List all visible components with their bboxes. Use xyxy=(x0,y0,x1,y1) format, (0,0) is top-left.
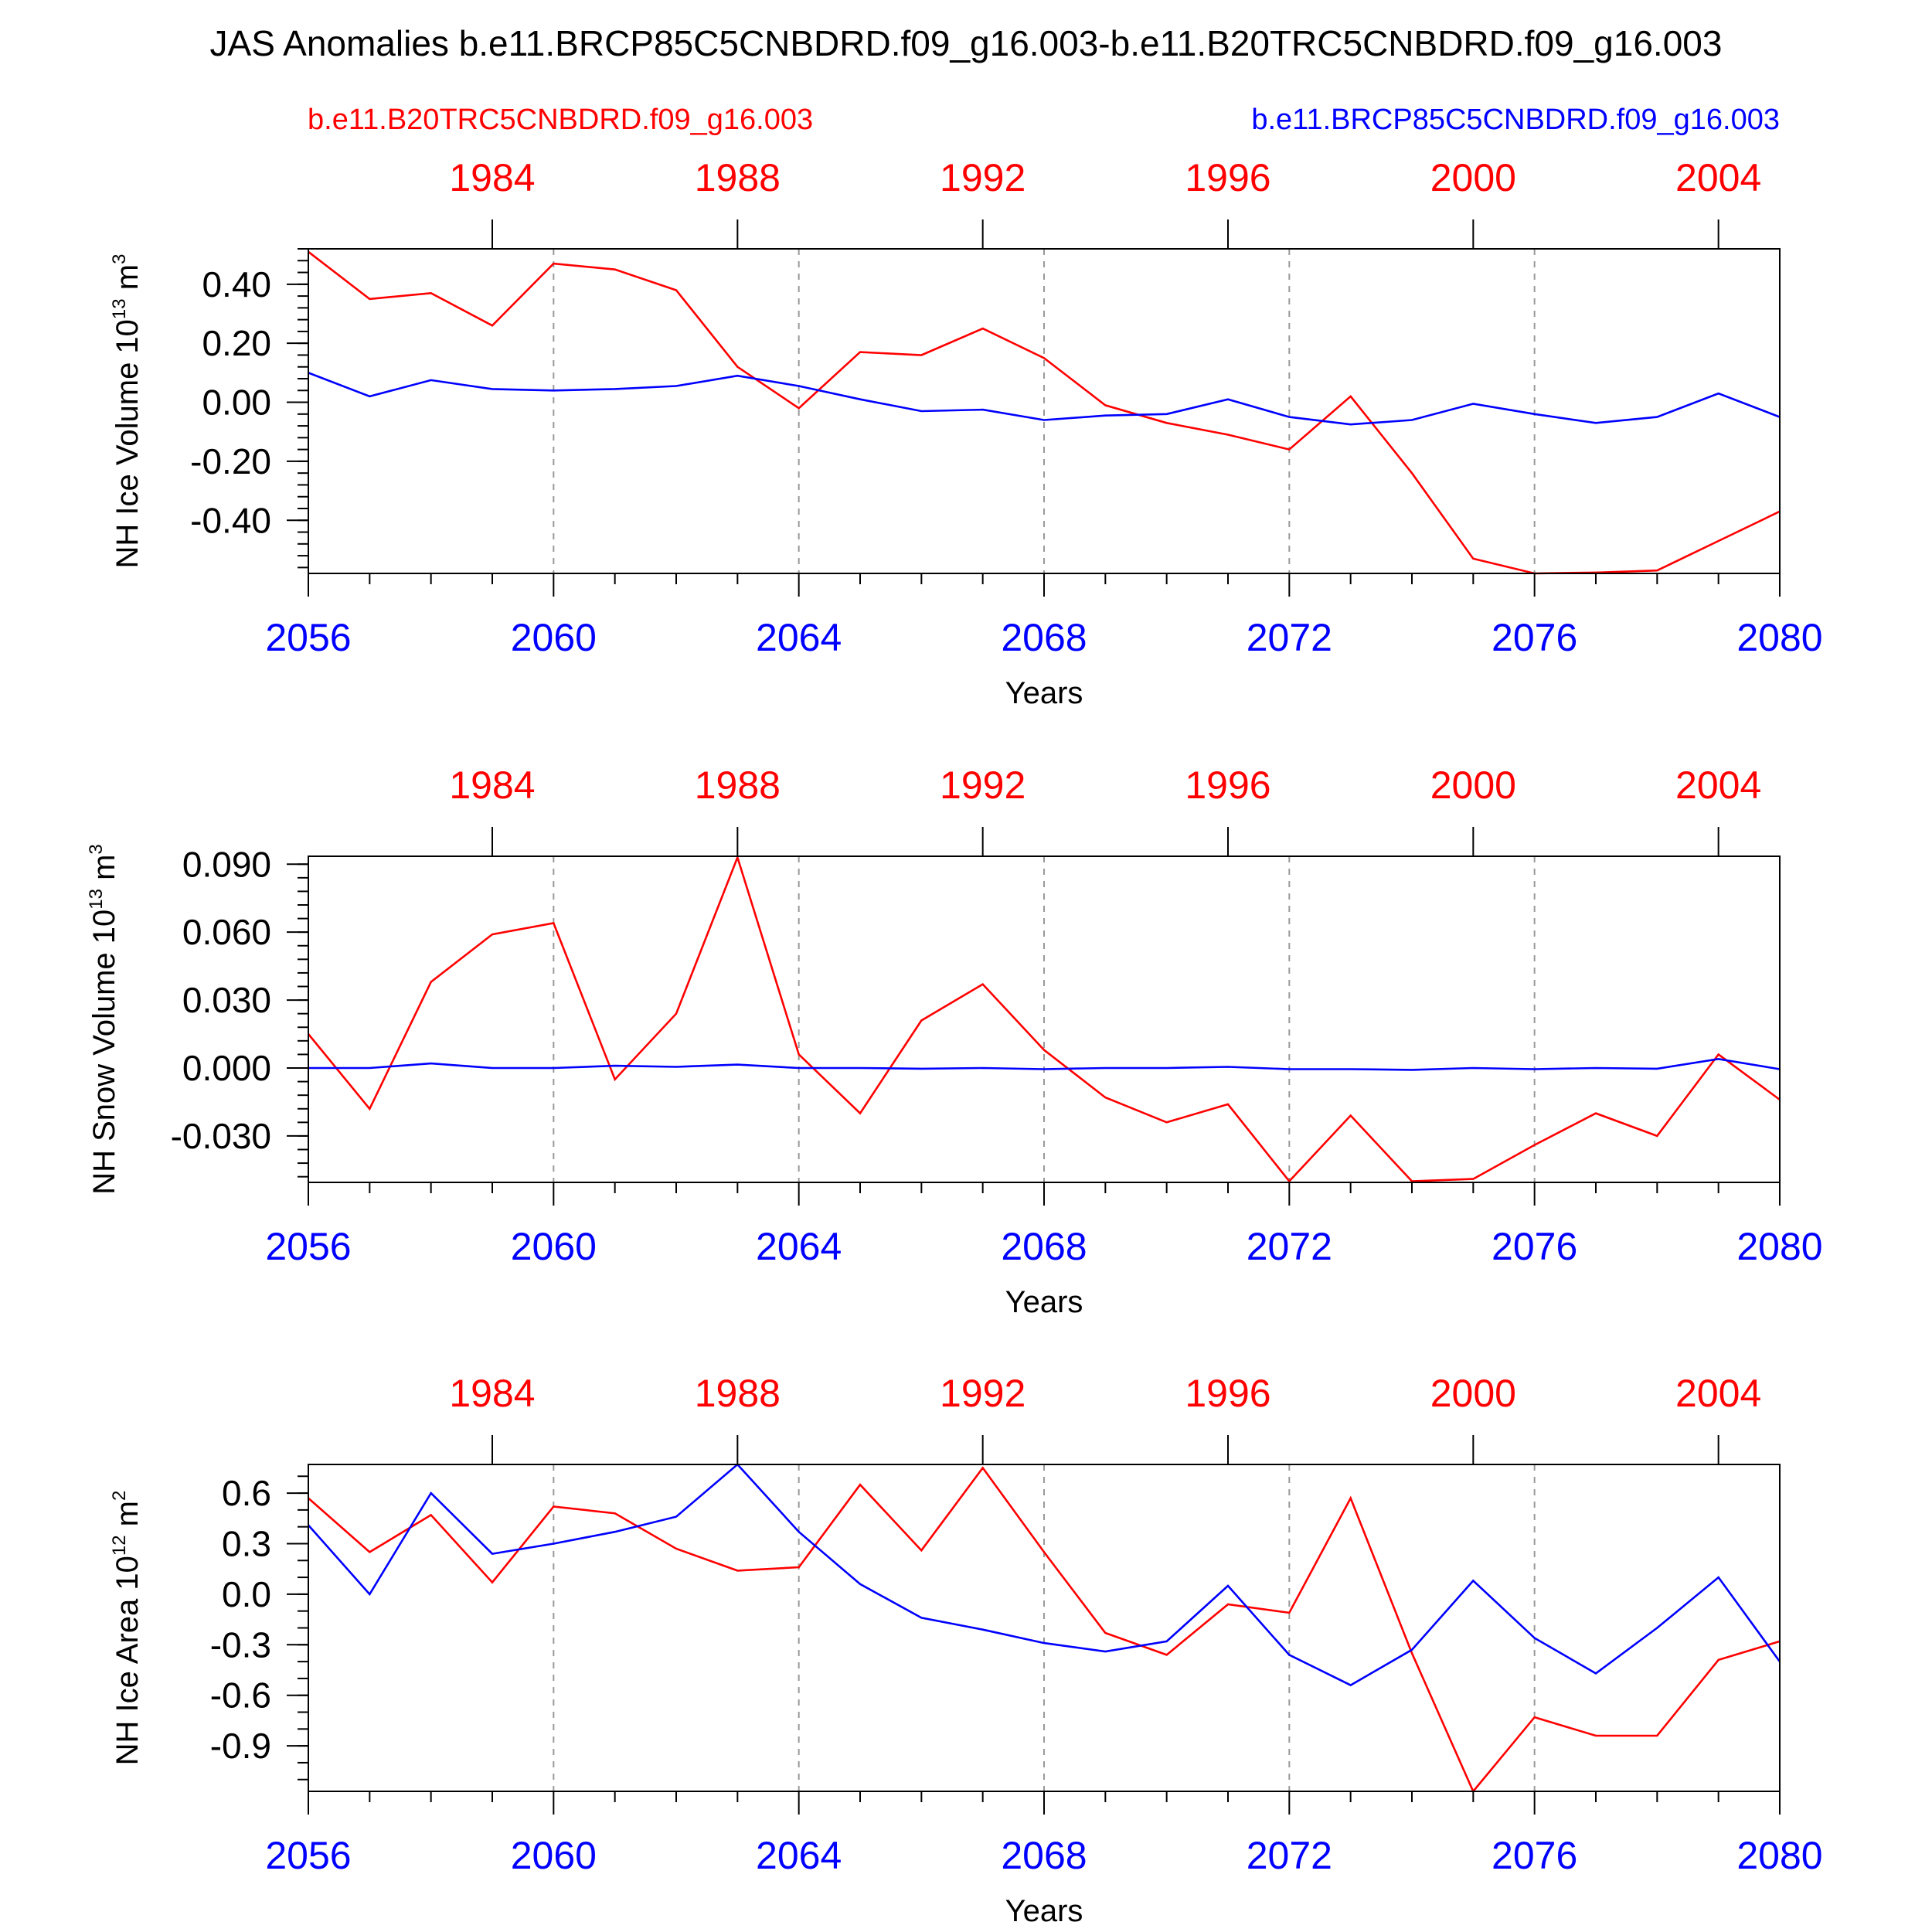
x-tick-label: 2056 xyxy=(265,1225,351,1268)
y-axis-label-exp: 12 xyxy=(109,1535,130,1556)
x-tick-label: 2080 xyxy=(1736,616,1822,659)
y-axis-label: NH Ice Volume 1013 m3 xyxy=(109,254,145,569)
y-tick-label: -0.030 xyxy=(171,1116,271,1156)
y-tick-label: 0.090 xyxy=(182,844,271,884)
x-tick-label: 2076 xyxy=(1492,1834,1577,1877)
y-axis-label-unit: m xyxy=(111,264,145,290)
chart-panel-3: 2056 2060 2064 2068 2072 2076 2080 Years 1984 198… xyxy=(109,1372,1823,1928)
legend-left-label: b.e11.B20TRC5CNBDRD.f09_g16.003 xyxy=(308,104,813,136)
y-tick-label: -0.9 xyxy=(210,1726,271,1766)
top-x-tick-label: 1996 xyxy=(1185,1372,1270,1415)
y-tick-label: 0.00 xyxy=(202,383,271,423)
y-axis-label-unit-exp: 3 xyxy=(109,254,130,264)
y-axis-label-text: NH Snow Volume 10 xyxy=(87,910,121,1195)
y-tick-label: 0.030 xyxy=(182,980,271,1020)
top-x-tick-label: 1984 xyxy=(449,156,535,199)
y-axis-label-exp: 13 xyxy=(86,889,107,910)
series-line-brcp85 xyxy=(308,1057,1781,1071)
x-tick-label: 2060 xyxy=(511,1834,597,1877)
x-tick-label: 2056 xyxy=(265,616,351,659)
y-tick-label: -0.6 xyxy=(210,1675,271,1716)
y-tick-label: -0.3 xyxy=(210,1624,271,1665)
top-x-tick-label: 1992 xyxy=(940,1372,1026,1415)
y-tick-label: -0.40 xyxy=(190,500,271,540)
y-tick-label: -0.20 xyxy=(190,441,271,481)
y-tick-label: 0.0 xyxy=(222,1574,271,1614)
top-x-tick-label: 1984 xyxy=(449,1372,535,1415)
x-tick-label: 2072 xyxy=(1247,1225,1332,1268)
x-tick-label: 2068 xyxy=(1001,1834,1087,1877)
top-x-tick-label: 2004 xyxy=(1675,156,1761,199)
x-tick-label: 2068 xyxy=(1001,616,1087,659)
y-axis-label-unit-exp: 2 xyxy=(109,1491,130,1501)
x-tick-label: 2056 xyxy=(265,1834,351,1877)
y-tick-label: 0.20 xyxy=(202,323,271,363)
panels: 2056 2060 2064 2068 2072 2076 2080 Years 1984 198… xyxy=(86,156,1823,1928)
top-x-tick-label: 2000 xyxy=(1430,1372,1516,1415)
y-axis-label-unit: m xyxy=(87,855,121,880)
x-tick-label: 2060 xyxy=(511,1225,597,1268)
y-axis-label-text: NH Ice Volume 10 xyxy=(111,319,145,568)
x-tick-label: 2064 xyxy=(756,616,842,659)
x-tick-label: 2072 xyxy=(1247,616,1332,659)
top-x-tick-label: 1996 xyxy=(1185,764,1270,807)
top-x-tick-label: 1992 xyxy=(940,156,1026,199)
y-axis-label-unit-exp: 3 xyxy=(86,844,107,854)
chart-panel-1: 2056 2060 2064 2068 2072 2076 2080 Years 1984 198… xyxy=(109,156,1823,710)
y-axis-label-text: NH Ice Area 10 xyxy=(111,1556,145,1765)
chart-panel-2: 2056 2060 2064 2068 2072 2076 2080 Years 1984 198… xyxy=(86,764,1823,1319)
y-tick-label: 0.060 xyxy=(182,912,271,952)
x-tick-label: 2076 xyxy=(1492,616,1577,659)
y-axis-label-unit: m xyxy=(111,1501,145,1526)
y-tick-label: 0.40 xyxy=(202,264,271,304)
x-axis-label: Years xyxy=(1005,676,1083,710)
x-tick-label: 2080 xyxy=(1736,1225,1822,1268)
x-tick-label: 2060 xyxy=(511,616,597,659)
series-line-b20trc xyxy=(307,854,1781,1183)
x-axis-label: Years xyxy=(1005,1894,1083,1928)
top-x-tick-label: 1992 xyxy=(940,764,1026,807)
top-x-tick-label: 2004 xyxy=(1675,1372,1761,1415)
y-tick-label: 0.000 xyxy=(182,1048,271,1088)
y-axis-label: NH Snow Volume 1013 m3 xyxy=(86,844,121,1195)
y-axis-label-exp: 13 xyxy=(109,298,130,319)
series-line-brcp85 xyxy=(308,1463,1781,1687)
legend-right-label: b.e11.BRCP85C5CNBDRD.f09_g16.003 xyxy=(1251,104,1780,136)
main-title: JAS Anomalies b.e11.BRCP85C5CNBDRD.f09_g… xyxy=(210,23,1723,63)
x-tick-label: 2068 xyxy=(1001,1225,1087,1268)
y-tick-label: 0.3 xyxy=(222,1523,271,1563)
y-axis-label: NH Ice Area 1012 m2 xyxy=(109,1491,145,1766)
x-tick-label: 2076 xyxy=(1492,1225,1577,1268)
x-tick-label: 2064 xyxy=(756,1225,842,1268)
y-tick-label: 0.6 xyxy=(222,1473,271,1513)
x-tick-label: 2064 xyxy=(756,1834,842,1877)
y-axis-label-space xyxy=(111,1526,145,1535)
y-axis-label-space xyxy=(111,290,145,298)
y-axis-label-space xyxy=(87,880,121,889)
top-x-tick-label: 1988 xyxy=(695,156,781,199)
x-tick-label: 2080 xyxy=(1736,1834,1822,1877)
top-x-tick-label: 2000 xyxy=(1430,156,1516,199)
top-x-tick-label: 1988 xyxy=(695,764,781,807)
series-line-brcp85 xyxy=(308,372,1781,426)
top-x-tick-label: 2000 xyxy=(1430,764,1516,807)
top-x-tick-label: 2004 xyxy=(1675,764,1761,807)
top-x-tick-label: 1988 xyxy=(695,1372,781,1415)
series-line-b20trc xyxy=(308,1466,1781,1794)
top-x-tick-label: 1996 xyxy=(1185,156,1270,199)
x-tick-label: 2072 xyxy=(1247,1834,1332,1877)
top-x-tick-label: 1984 xyxy=(449,764,535,807)
x-axis-label: Years xyxy=(1005,1285,1083,1319)
